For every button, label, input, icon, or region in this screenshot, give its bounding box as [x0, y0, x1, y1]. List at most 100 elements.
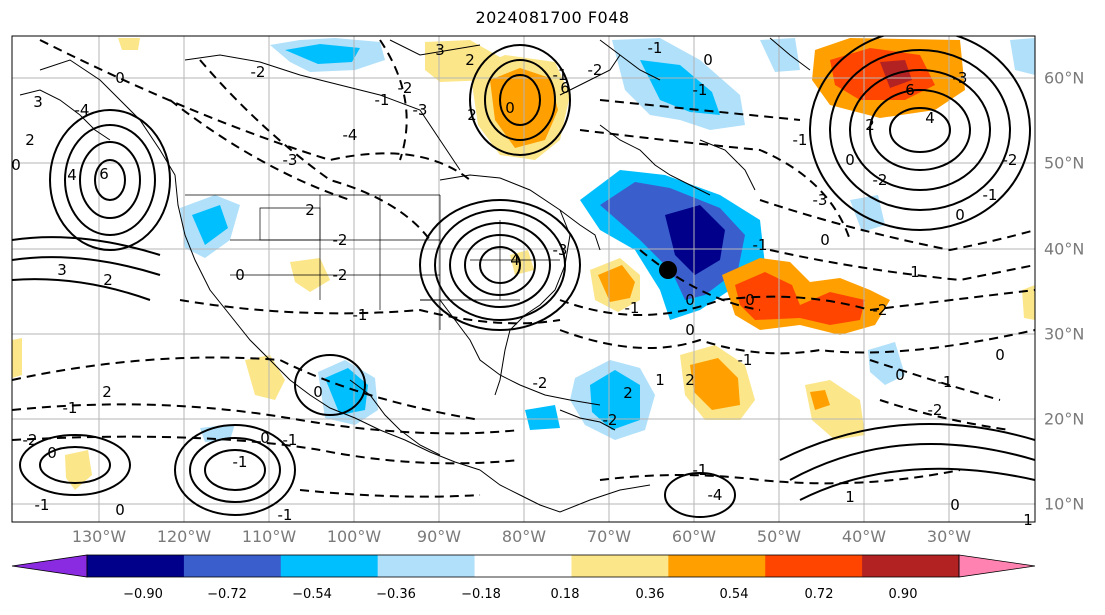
colorbar-tick-label: −0.54	[292, 587, 332, 602]
contour-value-label: -1	[983, 186, 998, 204]
colorbar-swatch	[377, 555, 476, 577]
lon-label-60w: 60°W	[671, 527, 717, 546]
contour-value-label: -1	[693, 461, 708, 479]
negative-anomaly-patch	[640, 60, 720, 115]
lon-label-30w: 30°W	[926, 527, 972, 546]
contour-value-label: 0	[745, 291, 755, 309]
positive-anomaly-patch	[810, 390, 830, 410]
contour-value-label: 0	[685, 321, 695, 339]
colorbar-swatch	[474, 555, 572, 577]
contour-value-label: 2	[465, 51, 475, 69]
lat-label-30n: 30°N	[1044, 324, 1085, 344]
contour-value-label: 2	[623, 384, 633, 402]
lon-label-130w: 130°W	[71, 527, 127, 546]
contour-value-label: 0	[950, 496, 960, 514]
contour-value-label: 0	[895, 366, 905, 384]
contour-value-label: -1	[353, 306, 368, 324]
plot-frame	[11, 35, 1036, 523]
colorbar-tick-label: 0.90	[888, 587, 918, 602]
contour-value-label: -2	[873, 301, 888, 319]
negative-anomaly-patch	[760, 38, 800, 72]
colorbar-tick-label: 0.36	[635, 587, 665, 602]
lon-label-120w: 120°W	[156, 527, 212, 546]
contour-value-label: 3	[33, 93, 43, 111]
contour-value-label: -4	[75, 101, 90, 119]
contour-value-label: -1	[738, 351, 753, 369]
contour-value-label: -1	[553, 66, 568, 84]
lat-label-10n: 10°N	[1044, 494, 1085, 514]
contour-value-label: 4	[67, 166, 77, 184]
contour-value-label: 3	[435, 41, 445, 59]
contour-value-label: -1	[625, 299, 640, 317]
lat-label-60n: 60°N	[1044, 68, 1085, 88]
negative-anomaly-patch	[525, 405, 560, 430]
colorbar-min-extension	[11, 554, 88, 578]
colorbar-swatch	[668, 555, 766, 577]
contour-value-label: 0	[235, 266, 245, 284]
colorbar-swatch	[183, 555, 282, 577]
positive-anomaly-patch	[1022, 285, 1035, 320]
contour-lines	[12, 36, 1035, 518]
contour-value-label: -1	[753, 236, 768, 254]
contour-value-label: -1	[233, 453, 248, 471]
colorbar	[11, 554, 1036, 578]
contour-value-label: -1	[938, 373, 953, 391]
contour-value-label: 4	[510, 251, 520, 269]
positive-anomaly-patch	[118, 38, 140, 50]
map-title: 2024081700 F048	[475, 8, 630, 27]
positive-anomaly-patch	[830, 48, 935, 100]
shaded-anomaly-fields	[12, 38, 1035, 490]
negative-anomaly-patch	[665, 205, 725, 275]
contour-value-label: 6	[560, 79, 570, 97]
lon-label-80w: 80°W	[501, 527, 547, 546]
lat-label-50n: 50°N	[1044, 153, 1085, 173]
lat-label-40n: 40°N	[1044, 239, 1085, 259]
contour-value-label: -1	[278, 506, 293, 524]
colorbar-max-extension	[958, 554, 1036, 578]
contour-value-label: -2	[533, 374, 548, 392]
positive-anomaly-patch	[598, 265, 635, 302]
colorbar-tick-label: 0.54	[719, 587, 749, 602]
colorbar-tick-label: 0.18	[550, 587, 580, 602]
negative-anomaly-patch	[192, 205, 228, 245]
contour-value-label: -2	[928, 401, 943, 419]
contour-value-label: -2	[873, 171, 888, 189]
contour-value-label: 0	[955, 206, 965, 224]
lon-label-110w: 110°W	[241, 527, 297, 546]
contour-value-label: 6	[99, 165, 109, 183]
contour-value-label: -4	[708, 486, 723, 504]
lon-label-50w: 50°W	[756, 527, 802, 546]
contour-value-label: -1	[375, 91, 390, 109]
contour-value-label: 2	[467, 106, 477, 124]
contour-value-label: 0	[685, 291, 695, 309]
contour-value-label: 0	[703, 51, 713, 69]
dashed-contour-lines	[12, 39, 1035, 498]
contour-value-label: -3	[553, 241, 568, 259]
positive-anomaly-patch	[735, 272, 865, 325]
colorbar-tick-label: −0.72	[207, 587, 247, 602]
coastlines	[19, 37, 811, 513]
contour-value-label: -3	[813, 191, 828, 209]
contour-value-label: 2	[305, 201, 315, 219]
contour-value-label: 6	[905, 81, 915, 99]
contour-value-label: -1	[693, 81, 708, 99]
contour-value-label: -3	[413, 101, 428, 119]
contour-value-label: 2	[103, 271, 113, 289]
lon-label-40w: 40°W	[841, 527, 887, 546]
contour-value-label: -1	[35, 496, 50, 514]
contour-value-label: 2	[25, 131, 35, 149]
contour-value-label: 0	[115, 501, 125, 519]
contour-value-label: 2	[865, 116, 875, 134]
contour-value-label: 0	[845, 151, 855, 169]
contour-value-label: -3	[953, 69, 968, 87]
colorbar-tick-label: −0.90	[123, 587, 163, 602]
state-borders	[185, 194, 560, 330]
colorbar-tick-label: −0.18	[461, 587, 501, 602]
contour-value-label: 4	[925, 109, 935, 127]
contour-value-label: -3	[283, 151, 298, 169]
contour-value-label: 2	[685, 371, 695, 389]
colorbar-tick-label: 0.72	[804, 587, 834, 602]
contour-value-label: 0	[47, 444, 57, 462]
colorbar-swatch	[571, 555, 669, 577]
contour-value-label: -1	[283, 431, 298, 449]
